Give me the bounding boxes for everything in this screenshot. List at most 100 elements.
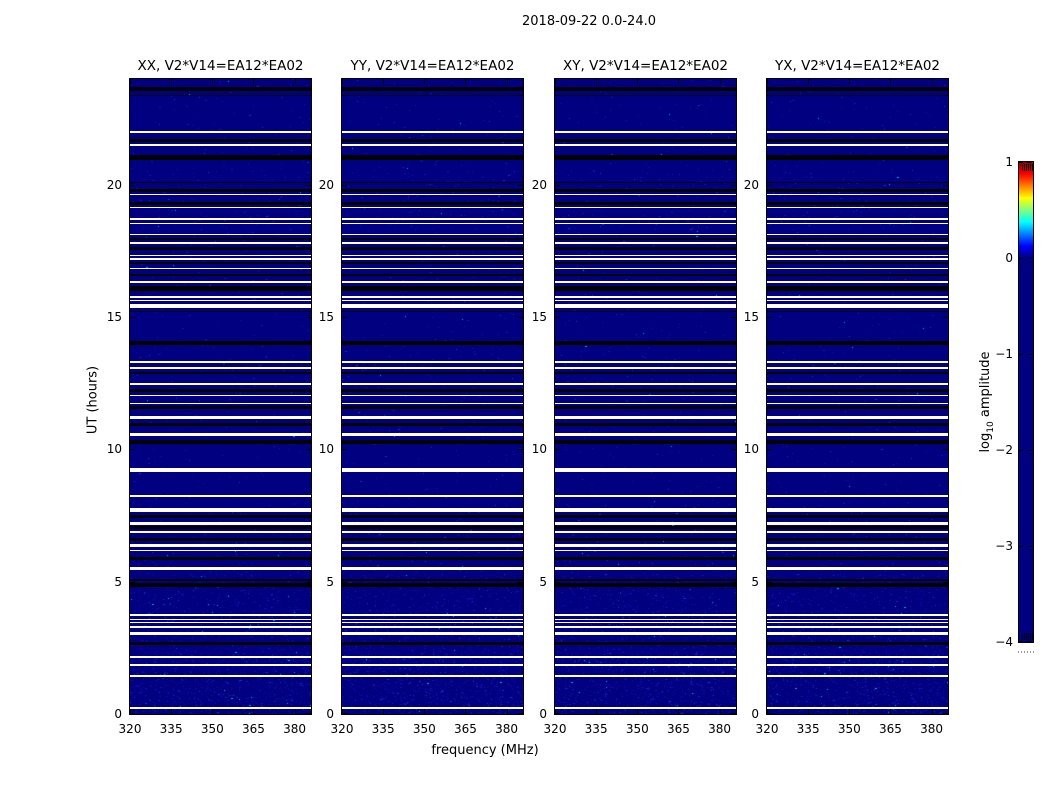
colorbar-comb-tick <box>1026 633 1027 640</box>
flagged-row-stripe <box>767 300 948 301</box>
flagged-row-stripe <box>767 626 948 628</box>
flagged-row-stripe <box>767 255 948 256</box>
y-axis-tick <box>555 185 560 186</box>
dark-row-stripe <box>130 583 311 587</box>
dark-row-stripe <box>555 182 736 183</box>
flagged-row-stripe <box>130 664 311 666</box>
colorbar <box>1018 161 1034 643</box>
y-axis-tick <box>306 449 311 450</box>
colorbar-tick-label: −3 <box>995 539 1013 553</box>
flagged-row-stripe <box>767 531 948 533</box>
panel-title: YX, V2*V14=EA12*EA02 <box>774 58 941 74</box>
dark-row-stripe <box>130 247 311 250</box>
y-axis-tick <box>306 713 311 714</box>
flagged-row-stripe <box>555 632 736 635</box>
dark-row-stripe <box>767 182 948 183</box>
flagged-row-stripe <box>342 567 523 570</box>
colorbar-comb-tick <box>1028 164 1029 171</box>
colorbar-comb-tick <box>1024 164 1025 171</box>
dark-row-stripe <box>342 440 523 444</box>
dark-row-stripe <box>555 440 736 444</box>
dark-row-stripe <box>555 87 736 91</box>
flagged-row-stripe <box>130 300 311 301</box>
dark-row-stripe <box>555 389 736 392</box>
flagged-row-stripe <box>342 544 523 547</box>
x-axis-tick <box>171 79 172 84</box>
x-axis-tick <box>253 709 254 714</box>
spectrogram-noise <box>555 79 736 714</box>
x-axis-tick <box>342 79 343 84</box>
flagged-row-stripe <box>130 619 311 620</box>
flagged-row-stripe <box>342 361 523 363</box>
dark-row-stripe <box>555 557 736 560</box>
x-axis-tick <box>767 79 768 84</box>
colorbar-tick <box>1019 450 1023 451</box>
dark-row-stripe <box>130 238 311 240</box>
flagged-row-stripe <box>555 144 736 146</box>
flagged-row-stripe <box>130 194 311 195</box>
flagged-row-stripe <box>342 632 523 635</box>
flagged-row-stripe <box>342 495 523 497</box>
flagged-row-stripe <box>767 361 948 363</box>
flagged-row-stripe <box>342 383 523 385</box>
dark-row-stripe <box>555 642 736 645</box>
dark-row-stripe <box>130 389 311 392</box>
dark-row-stripe <box>555 311 736 312</box>
y-tick-label: 10 <box>106 442 122 457</box>
x-axis-tick <box>596 79 597 84</box>
x-tick-label: 320 <box>543 722 567 736</box>
flagged-row-stripe <box>342 656 523 658</box>
y-axis-tick <box>731 582 736 583</box>
flagged-row-stripe <box>767 550 948 551</box>
dark-row-stripe <box>767 247 948 250</box>
y-tick-label: 20 <box>531 177 547 192</box>
dark-row-stripe <box>767 515 948 518</box>
colorbar-label-prefix: log <box>978 432 994 453</box>
dark-row-stripe <box>130 311 311 312</box>
y-tick-label: 10 <box>743 442 759 457</box>
flagged-row-stripe <box>767 281 948 283</box>
dark-row-stripe <box>342 389 523 392</box>
dark-row-stripe <box>342 557 523 560</box>
dark-row-stripe <box>555 423 736 426</box>
colorbar-comb-tick <box>1028 633 1029 640</box>
y-axis-tick <box>342 185 347 186</box>
dark-row-stripe <box>555 341 736 345</box>
colorbar-tick-label: −4 <box>995 635 1013 649</box>
spectrogram-noise <box>342 79 523 714</box>
flagged-row-stripe <box>342 395 523 396</box>
dark-row-stripe <box>130 95 311 96</box>
dark-row-stripe <box>130 262 311 264</box>
x-axis-tick <box>767 709 768 714</box>
x-tick-label: 380 <box>495 722 518 736</box>
flagged-row-stripe <box>130 395 311 396</box>
y-axis-tick <box>731 317 736 318</box>
flagged-row-stripe <box>555 468 736 472</box>
flagged-row-stripe <box>130 403 311 404</box>
flagged-row-stripe <box>342 304 523 308</box>
dark-row-stripe <box>555 139 736 142</box>
colorbar-tick <box>1019 546 1023 547</box>
dark-row-stripe <box>342 311 523 312</box>
dark-row-stripe <box>342 526 523 529</box>
colorbar-tick-label: 0 <box>1005 251 1013 265</box>
x-tick-label: 320 <box>755 722 779 736</box>
y-axis-tick <box>731 713 736 714</box>
flagged-row-stripe <box>130 544 311 547</box>
dark-row-stripe <box>555 189 736 192</box>
flagged-row-stripe <box>342 626 523 628</box>
flagged-row-stripe <box>555 242 736 244</box>
flagged-row-stripe <box>767 268 948 269</box>
flagged-row-stripe <box>555 234 736 235</box>
flagged-row-stripe <box>555 619 736 620</box>
dark-row-stripe <box>767 579 948 581</box>
colorbar-tick <box>1027 354 1031 355</box>
flagged-row-stripe <box>555 522 736 525</box>
x-tick-label: 335 <box>371 722 395 736</box>
colorbar-comb-tick <box>1022 633 1023 640</box>
flagged-row-stripe <box>767 403 948 404</box>
flagged-row-stripe <box>767 234 948 235</box>
flagged-row-stripe <box>767 707 948 709</box>
flagged-row-stripe <box>767 632 948 635</box>
